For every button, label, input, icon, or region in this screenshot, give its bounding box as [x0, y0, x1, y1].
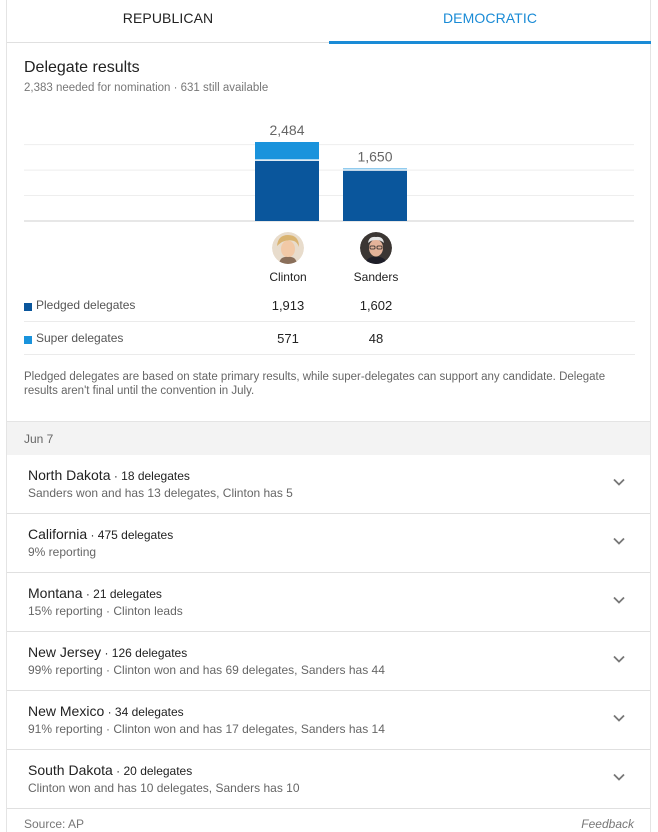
super-delegates-row: Super delegates 571 48: [24, 322, 635, 355]
race-state-line: New Mexico · 34 delegates: [28, 703, 184, 719]
race-delegates: · 21 delegates: [82, 587, 162, 601]
chevron-down-icon[interactable]: [612, 711, 626, 725]
delegate-note: Pledged delegates are based on state pri…: [24, 371, 606, 397]
race-state-line: South Dakota · 20 delegates: [28, 762, 192, 778]
nomination-subtitle: 2,383 needed for nomination · 631 still …: [24, 82, 269, 94]
race-status: 99% reporting · Clinton won and has 69 d…: [28, 663, 385, 677]
tab-democratic[interactable]: DEMOCRATIC: [329, 0, 651, 44]
race-item[interactable]: California · 475 delegates 9% reporting: [7, 514, 650, 573]
sanders-name: Sanders: [353, 270, 399, 284]
clinton-pledged-value: 1,913: [271, 298, 305, 313]
date-header: Jun 7: [7, 421, 650, 455]
sanders-avatar: [360, 232, 392, 264]
bar-clinton-pledged: [255, 160, 319, 221]
source-label: Source: AP: [24, 817, 85, 831]
sanders-pledged-value: 1,602: [359, 298, 393, 313]
race-state: New Jersey: [28, 644, 102, 660]
race-status: 9% reporting: [28, 545, 97, 559]
race-status: 91% reporting · Clinton won and has 17 d…: [28, 722, 385, 736]
race-delegates: · 34 delegates: [104, 705, 184, 719]
clinton-name: Clinton: [269, 270, 307, 284]
race-state: New Mexico: [28, 703, 105, 719]
super-label: Super delegates: [36, 331, 124, 345]
tab-republican[interactable]: REPUBLICAN: [122, 10, 214, 26]
race-item[interactable]: North Dakota · 18 delegates Sanders won a…: [7, 455, 650, 514]
pledged-delegates-row: Pledged delegates 1,913 1,602: [24, 289, 635, 322]
footer: Source: AP Feedback: [7, 808, 650, 832]
feedback-link[interactable]: Feedback: [581, 817, 634, 831]
race-state: South Dakota: [28, 762, 113, 778]
race-state-line: New Jersey · 126 delegates: [28, 644, 187, 660]
race-item[interactable]: New Mexico · 34 delegates 91% reporting ·…: [7, 691, 650, 750]
race-status: Sanders won and has 13 delegates, Clinto…: [28, 486, 293, 500]
race-item[interactable]: Montana · 21 delegates 15% reporting · Cl…: [7, 573, 650, 632]
bar-sanders-pledged: [343, 170, 407, 221]
delegate-bar-chart: 2,484 1,650: [24, 122, 634, 222]
bar-sanders-super: [343, 168, 407, 171]
chevron-down-icon[interactable]: [612, 770, 626, 784]
race-state-line: North Dakota · 18 delegates: [28, 467, 190, 483]
race-state: North Dakota: [28, 467, 111, 483]
sanders-super-value: 48: [368, 331, 384, 346]
clinton-avatar: [272, 232, 304, 264]
delegate-chart: 2,484 1,650: [7, 0, 650, 280]
chevron-down-icon[interactable]: [612, 475, 626, 489]
pledged-swatch: [24, 303, 32, 311]
bar-total-label: 1,650: [357, 149, 392, 165]
race-delegates: · 20 delegates: [112, 764, 193, 778]
race-item[interactable]: New Jersey · 126 delegates 99% reporting …: [7, 632, 650, 691]
bar-clinton-super: [255, 142, 319, 161]
date-label: Jun 7: [24, 432, 54, 446]
delegate-results-card: REPUBLICAN DEMOCRATIC Delegate results 2…: [6, 0, 651, 832]
party-tabs: REPUBLICAN DEMOCRATIC: [7, 0, 651, 44]
race-status: 15% reporting · Clinton leads: [28, 604, 183, 618]
race-state-line: California · 475 delegates: [28, 526, 173, 542]
race-state: California: [28, 526, 88, 542]
bar-total-label: 2,484: [269, 122, 304, 138]
chevron-down-icon[interactable]: [612, 652, 626, 666]
super-swatch: [24, 336, 32, 344]
section-title: Delegate results: [24, 59, 140, 76]
race-state: Montana: [28, 585, 83, 601]
race-delegates: · 18 delegates: [110, 469, 190, 483]
race-delegates: · 126 delegates: [101, 646, 188, 660]
chevron-down-icon[interactable]: [612, 593, 626, 607]
race-delegates: · 475 delegates: [87, 528, 174, 542]
pledged-label: Pledged delegates: [36, 298, 136, 312]
clinton-super-value: 571: [277, 331, 299, 346]
race-status: Clinton won and has 10 delegates, Sander…: [28, 781, 300, 795]
race-state-line: Montana · 21 delegates: [28, 585, 162, 601]
race-item[interactable]: South Dakota · 20 delegates Clinton won a…: [7, 750, 650, 809]
chevron-down-icon[interactable]: [612, 534, 626, 548]
